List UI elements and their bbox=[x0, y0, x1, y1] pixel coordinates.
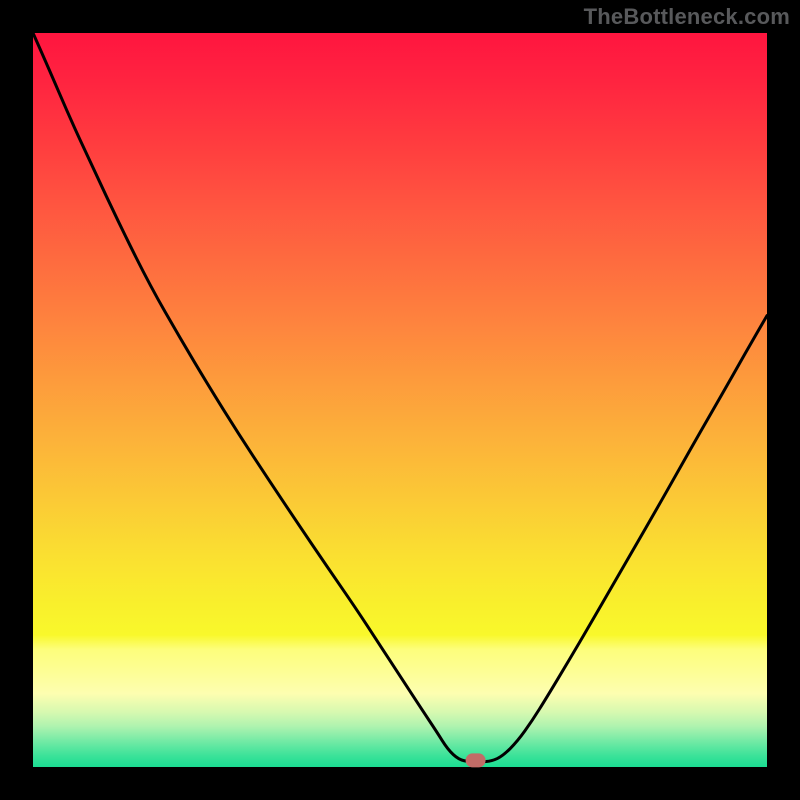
bottleneck-chart bbox=[0, 0, 800, 800]
optimal-marker bbox=[466, 753, 486, 767]
chart-stage: TheBottleneck.com bbox=[0, 0, 800, 800]
plot-background bbox=[33, 33, 767, 767]
watermark-text: TheBottleneck.com bbox=[584, 4, 790, 30]
